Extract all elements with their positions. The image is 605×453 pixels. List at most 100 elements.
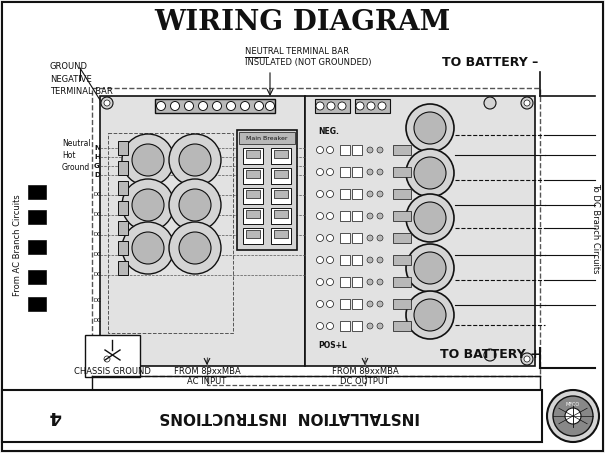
Bar: [355, 99, 390, 113]
Bar: [118, 261, 128, 275]
Bar: [92, 88, 540, 376]
Text: MFCO: MFCO: [566, 403, 580, 408]
Bar: [393, 189, 411, 199]
Bar: [237, 130, 297, 250]
Circle shape: [367, 279, 373, 285]
Circle shape: [316, 102, 324, 110]
Text: H: H: [94, 154, 100, 160]
Circle shape: [169, 222, 221, 274]
Text: 4: 4: [49, 407, 61, 425]
Bar: [393, 277, 411, 287]
Text: From AC Branch Circuits: From AC Branch Circuits: [13, 194, 22, 296]
Circle shape: [122, 179, 174, 231]
Circle shape: [327, 102, 335, 110]
Circle shape: [132, 144, 164, 176]
Circle shape: [378, 102, 386, 110]
Bar: [246, 170, 260, 178]
Bar: [274, 210, 288, 218]
Circle shape: [414, 112, 446, 144]
Circle shape: [327, 146, 333, 154]
Circle shape: [367, 323, 373, 329]
Bar: [271, 188, 291, 204]
Bar: [315, 99, 350, 113]
Bar: [274, 150, 288, 158]
Circle shape: [377, 169, 383, 175]
Circle shape: [338, 102, 346, 110]
Circle shape: [327, 212, 333, 220]
Bar: [28, 185, 46, 199]
Circle shape: [241, 101, 249, 111]
Bar: [246, 210, 260, 218]
Text: INSULATED (NOT GROUNDED): INSULATED (NOT GROUNDED): [245, 58, 371, 67]
Circle shape: [377, 235, 383, 241]
Text: TO BATTERY –: TO BATTERY –: [442, 57, 538, 69]
Text: DC: DC: [93, 212, 101, 217]
Circle shape: [377, 323, 383, 329]
Bar: [352, 299, 362, 309]
Bar: [118, 141, 128, 155]
Circle shape: [367, 235, 373, 241]
Circle shape: [521, 353, 533, 365]
Bar: [100, 96, 305, 366]
Circle shape: [367, 147, 373, 153]
Circle shape: [367, 257, 373, 263]
Circle shape: [406, 291, 454, 339]
Bar: [352, 255, 362, 265]
Circle shape: [122, 222, 174, 274]
Circle shape: [101, 97, 113, 109]
Circle shape: [553, 396, 593, 436]
Text: DC OUTPUT: DC OUTPUT: [341, 376, 390, 386]
Text: DC: DC: [93, 298, 101, 303]
Circle shape: [101, 353, 113, 365]
Text: NEUTRAL TERMINAL BAR: NEUTRAL TERMINAL BAR: [245, 48, 349, 57]
Bar: [243, 208, 263, 224]
Text: FROM 89xxMBA: FROM 89xxMBA: [174, 367, 240, 376]
Circle shape: [316, 146, 324, 154]
Bar: [340, 189, 350, 199]
Bar: [243, 148, 263, 164]
Circle shape: [316, 235, 324, 241]
Text: DC: DC: [93, 193, 101, 198]
Circle shape: [484, 349, 496, 361]
Circle shape: [484, 97, 496, 109]
Circle shape: [377, 191, 383, 197]
Circle shape: [266, 101, 275, 111]
Circle shape: [169, 134, 221, 186]
Text: CHASSIS GROUND: CHASSIS GROUND: [74, 367, 151, 376]
Bar: [352, 211, 362, 221]
Circle shape: [157, 101, 166, 111]
Bar: [274, 170, 288, 178]
Text: Main Breaker: Main Breaker: [246, 135, 288, 140]
Bar: [118, 221, 128, 235]
Circle shape: [132, 232, 164, 264]
Bar: [352, 277, 362, 287]
Circle shape: [169, 179, 221, 231]
Bar: [340, 145, 350, 155]
Circle shape: [171, 101, 180, 111]
Circle shape: [316, 169, 324, 175]
Bar: [352, 145, 362, 155]
Circle shape: [327, 256, 333, 264]
Circle shape: [406, 194, 454, 242]
Bar: [340, 211, 350, 221]
Bar: [243, 188, 263, 204]
Circle shape: [327, 235, 333, 241]
Circle shape: [185, 101, 194, 111]
Text: N: N: [94, 145, 100, 151]
Circle shape: [414, 157, 446, 189]
Circle shape: [179, 232, 211, 264]
Circle shape: [212, 101, 221, 111]
Bar: [352, 321, 362, 331]
Bar: [271, 208, 291, 224]
Bar: [28, 270, 46, 284]
Bar: [274, 230, 288, 238]
Circle shape: [524, 100, 530, 106]
Text: DC: DC: [93, 318, 101, 323]
Circle shape: [327, 191, 333, 198]
Bar: [118, 241, 128, 255]
Circle shape: [377, 147, 383, 153]
Text: POS+L: POS+L: [318, 341, 347, 350]
Circle shape: [226, 101, 235, 111]
Circle shape: [179, 189, 211, 221]
Text: D: D: [94, 172, 100, 178]
